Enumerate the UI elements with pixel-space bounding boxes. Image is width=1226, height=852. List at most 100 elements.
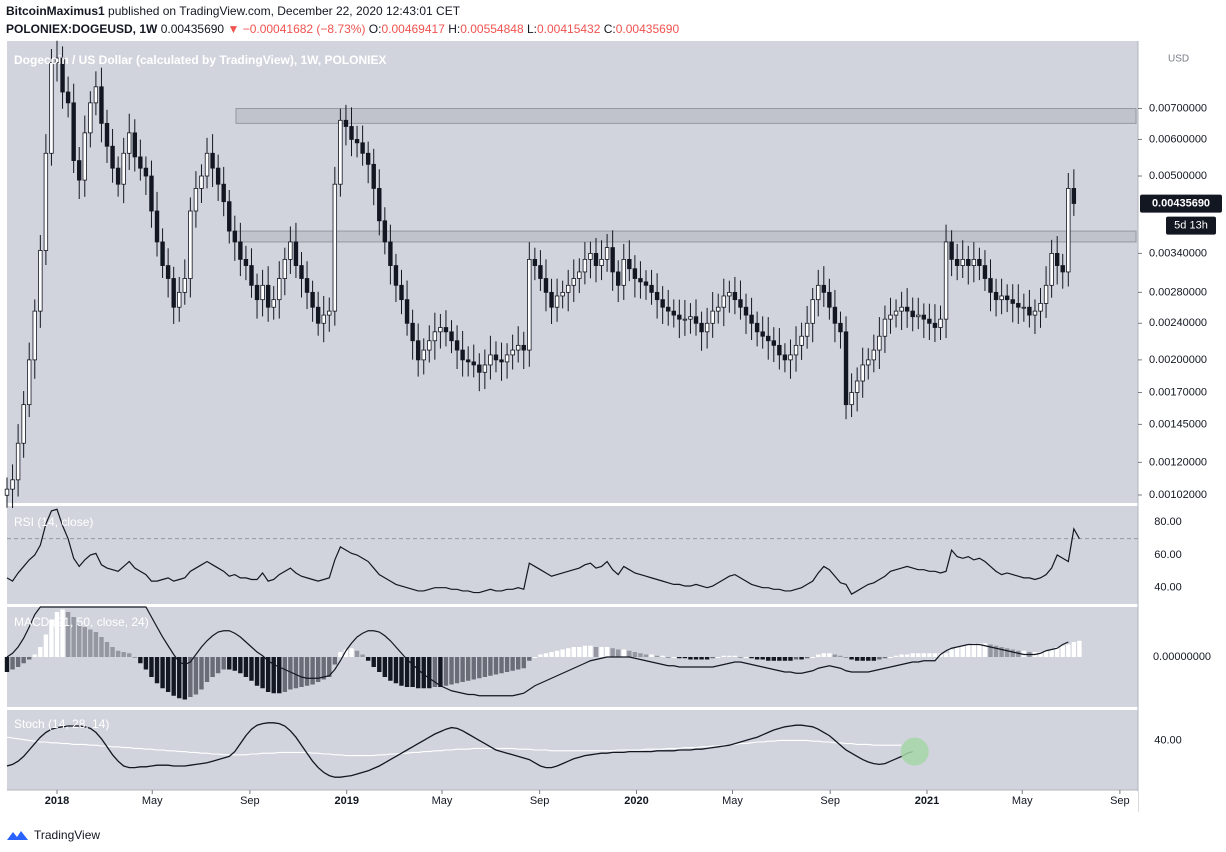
candle-body[interactable]: [293, 241, 299, 266]
candle-body[interactable]: [1021, 306, 1027, 309]
candle-body[interactable]: [138, 156, 143, 169]
candle-body[interactable]: [877, 335, 882, 351]
candle-body[interactable]: [149, 175, 154, 212]
macd-histogram-bar[interactable]: [927, 653, 932, 657]
candle-body[interactable]: [82, 132, 87, 181]
macd-histogram-bar[interactable]: [827, 653, 832, 657]
macd-histogram-bar[interactable]: [493, 657, 499, 675]
candle-body[interactable]: [643, 281, 649, 286]
macd-histogram-bar[interactable]: [1049, 649, 1054, 658]
macd-histogram-bar[interactable]: [1054, 647, 1060, 657]
candle-body[interactable]: [849, 392, 854, 406]
candle-body[interactable]: [816, 284, 821, 301]
macd-histogram-bar[interactable]: [532, 657, 538, 658]
candle-body[interactable]: [599, 258, 604, 266]
candle-body[interactable]: [910, 310, 915, 318]
candle-body[interactable]: [27, 359, 32, 406]
candle-body[interactable]: [215, 167, 221, 185]
candle-body[interactable]: [821, 284, 827, 293]
macd-histogram-bar[interactable]: [954, 647, 960, 657]
macd-histogram-bar[interactable]: [438, 657, 443, 687]
candle-body[interactable]: [827, 291, 832, 308]
candle-body[interactable]: [971, 258, 977, 266]
candle-body[interactable]: [371, 163, 376, 189]
macd-histogram-bar[interactable]: [299, 657, 304, 687]
candle-body[interactable]: [427, 340, 432, 351]
candle-body[interactable]: [1016, 303, 1021, 308]
candle-body[interactable]: [271, 299, 276, 308]
candle-body[interactable]: [1043, 284, 1049, 304]
macd-histogram-bar[interactable]: [671, 657, 676, 658]
macd-histogram-bar[interactable]: [910, 653, 915, 657]
candle-body[interactable]: [1027, 306, 1032, 316]
candle-body[interactable]: [954, 258, 960, 266]
candle-body[interactable]: [104, 122, 110, 147]
candle-body[interactable]: [299, 265, 304, 279]
macd-histogram-bar[interactable]: [254, 657, 260, 686]
macd-histogram-bar[interactable]: [738, 657, 743, 658]
candle-body[interactable]: [349, 126, 354, 140]
candle-body[interactable]: [627, 258, 632, 270]
candle-body[interactable]: [21, 404, 26, 444]
candle-body[interactable]: [77, 160, 82, 181]
candle-body[interactable]: [832, 306, 838, 324]
macd-histogram-bar[interactable]: [49, 619, 54, 658]
macd-histogram-bar[interactable]: [654, 655, 660, 657]
macd-histogram-bar[interactable]: [993, 645, 999, 657]
macd-histogram-bar[interactable]: [99, 637, 104, 657]
candle-body[interactable]: [460, 349, 465, 361]
macd-histogram-bar[interactable]: [688, 657, 693, 660]
macd-histogram-bar[interactable]: [1071, 642, 1077, 657]
candle-body[interactable]: [143, 167, 149, 177]
candle-body[interactable]: [743, 306, 749, 316]
macd-histogram-bar[interactable]: [221, 657, 226, 670]
candle-body[interactable]: [588, 253, 593, 260]
candle-body[interactable]: [465, 359, 471, 363]
macd-histogram-bar[interactable]: [188, 657, 193, 697]
macd-histogram-bar[interactable]: [21, 657, 26, 664]
candle-body[interactable]: [949, 241, 954, 260]
candle-body[interactable]: [1032, 310, 1038, 316]
macd-histogram-bar[interactable]: [693, 657, 699, 660]
macd-histogram-bar[interactable]: [115, 650, 121, 657]
macd-histogram-bar[interactable]: [404, 657, 410, 687]
candle-body[interactable]: [1054, 253, 1060, 266]
macd-histogram-bar[interactable]: [199, 657, 204, 690]
candle-body[interactable]: [443, 327, 449, 333]
candle-body[interactable]: [571, 278, 576, 286]
candle-body[interactable]: [365, 152, 371, 165]
candle-body[interactable]: [199, 175, 204, 189]
candle-body[interactable]: [866, 359, 871, 366]
macd-histogram-bar[interactable]: [660, 655, 665, 657]
macd-histogram-bar[interactable]: [966, 644, 971, 658]
candle-body[interactable]: [732, 291, 738, 301]
macd-histogram-bar[interactable]: [415, 657, 421, 689]
candle-body[interactable]: [65, 91, 71, 104]
candle-body[interactable]: [60, 57, 65, 93]
stoch-crossover-highlight[interactable]: [900, 737, 929, 766]
macd-histogram-bar[interactable]: [610, 648, 615, 657]
macd-histogram-bar[interactable]: [93, 632, 99, 657]
macd-histogram-bar[interactable]: [327, 657, 332, 677]
candle-body[interactable]: [721, 295, 726, 308]
macd-histogram-bar[interactable]: [371, 657, 376, 667]
macd-histogram-bar[interactable]: [293, 657, 299, 689]
macd-histogram-bar[interactable]: [666, 657, 671, 658]
macd-histogram-bar[interactable]: [643, 654, 649, 658]
candle-body[interactable]: [93, 86, 99, 104]
candle-body[interactable]: [982, 265, 988, 279]
candle-body[interactable]: [899, 306, 904, 312]
macd-histogram-bar[interactable]: [43, 634, 49, 658]
macd-histogram-bar[interactable]: [443, 657, 449, 686]
macd-histogram-bar[interactable]: [310, 657, 315, 685]
macd-histogram-bar[interactable]: [760, 657, 765, 660]
candle-body[interactable]: [777, 344, 782, 356]
macd-histogram-bar[interactable]: [599, 647, 604, 657]
candle-body[interactable]: [410, 322, 415, 342]
candle-body[interactable]: [171, 278, 176, 308]
macd-histogram-bar[interactable]: [854, 657, 860, 661]
macd-histogram-bar[interactable]: [277, 657, 282, 694]
candle-body[interactable]: [554, 295, 560, 308]
candle-body[interactable]: [693, 316, 699, 324]
macd-histogram-bar[interactable]: [916, 653, 921, 657]
